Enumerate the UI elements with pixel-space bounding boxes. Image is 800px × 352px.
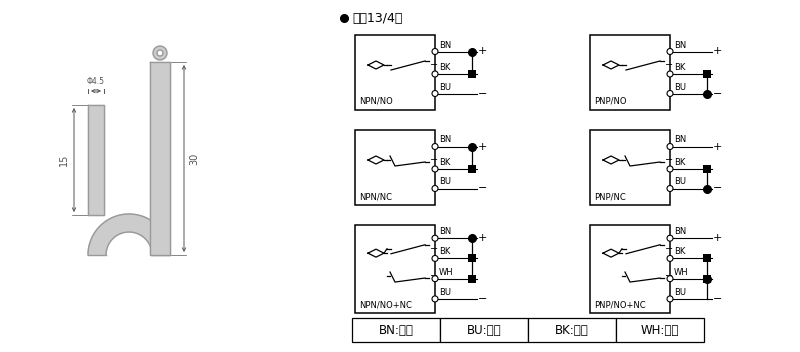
Circle shape: [667, 235, 673, 241]
Text: BU: BU: [439, 82, 451, 92]
Circle shape: [667, 256, 673, 262]
Circle shape: [432, 276, 438, 282]
Circle shape: [667, 144, 673, 150]
Text: PNP/NO+NC: PNP/NO+NC: [594, 300, 646, 309]
Text: −: −: [430, 155, 438, 165]
Text: BU: BU: [439, 177, 451, 187]
Text: −: −: [713, 294, 722, 304]
Circle shape: [667, 90, 673, 96]
Text: +: +: [713, 233, 722, 243]
Text: 30: 30: [189, 152, 199, 165]
Text: −: −: [430, 244, 438, 254]
Text: −: −: [478, 294, 487, 304]
Text: BN: BN: [439, 136, 451, 145]
Circle shape: [667, 186, 673, 191]
Text: −: −: [713, 88, 722, 99]
Bar: [355, 130, 435, 205]
Text: −: −: [665, 60, 673, 70]
Bar: [528, 318, 616, 342]
Circle shape: [432, 90, 438, 96]
Text: −: −: [665, 271, 673, 281]
Bar: [355, 35, 435, 110]
Text: BK: BK: [674, 247, 686, 257]
Circle shape: [667, 276, 673, 282]
Circle shape: [667, 166, 673, 172]
Circle shape: [667, 296, 673, 302]
Text: BK: BK: [674, 158, 686, 167]
Circle shape: [432, 296, 438, 302]
Polygon shape: [150, 62, 170, 255]
Circle shape: [432, 186, 438, 191]
Text: +: +: [478, 142, 487, 151]
Text: −: −: [430, 60, 438, 70]
Text: BK:黑色: BK:黑色: [555, 323, 589, 337]
Text: Φ4.5: Φ4.5: [87, 77, 105, 86]
Text: 15: 15: [59, 154, 69, 166]
Text: BU: BU: [674, 177, 686, 187]
Text: BK: BK: [439, 63, 450, 72]
Text: BN: BN: [674, 227, 686, 236]
Text: BK: BK: [439, 247, 450, 257]
Text: BN: BN: [439, 227, 451, 236]
Circle shape: [432, 256, 438, 262]
Text: BU: BU: [674, 288, 686, 297]
Circle shape: [667, 71, 673, 77]
Bar: [468, 165, 476, 173]
Polygon shape: [88, 105, 104, 215]
Bar: [703, 165, 711, 173]
Bar: [703, 70, 711, 78]
Circle shape: [157, 50, 163, 56]
Bar: [440, 318, 528, 342]
Bar: [468, 275, 476, 283]
Bar: [590, 130, 670, 205]
Text: PNP/NO: PNP/NO: [594, 97, 626, 106]
Text: BU: BU: [439, 288, 451, 297]
Bar: [703, 254, 711, 263]
Bar: [355, 225, 435, 313]
Text: WH: WH: [439, 268, 454, 277]
Bar: [352, 318, 440, 342]
Bar: [590, 35, 670, 110]
Text: BU:兰色: BU:兰色: [466, 323, 502, 337]
Text: −: −: [713, 183, 722, 194]
Text: BK: BK: [439, 158, 450, 167]
Text: BN: BN: [674, 40, 686, 50]
Circle shape: [667, 49, 673, 55]
Circle shape: [432, 49, 438, 55]
Circle shape: [432, 235, 438, 241]
Text: PNP/NC: PNP/NC: [594, 192, 626, 201]
Polygon shape: [88, 214, 170, 255]
Text: 直全13/4线: 直全13/4线: [352, 12, 402, 25]
Text: +: +: [713, 46, 722, 57]
Bar: [468, 70, 476, 78]
Text: WH:白色: WH:白色: [641, 323, 679, 337]
Bar: [468, 254, 476, 263]
Text: −: −: [478, 183, 487, 194]
Text: NPN/NC: NPN/NC: [359, 192, 392, 201]
Bar: [703, 275, 711, 283]
Circle shape: [153, 46, 167, 60]
Circle shape: [432, 144, 438, 150]
Text: +: +: [478, 233, 487, 243]
Text: −: −: [665, 155, 673, 165]
Text: −: −: [478, 88, 487, 99]
Text: BN:棕色: BN:棕色: [378, 323, 414, 337]
Text: −: −: [430, 271, 438, 281]
Text: WH: WH: [674, 268, 689, 277]
Text: −: −: [665, 244, 673, 254]
Text: +: +: [713, 142, 722, 151]
Circle shape: [432, 71, 438, 77]
Text: BK: BK: [674, 63, 686, 72]
Text: BU: BU: [674, 82, 686, 92]
Circle shape: [432, 166, 438, 172]
Bar: [590, 225, 670, 313]
Text: BN: BN: [674, 136, 686, 145]
Text: BN: BN: [439, 40, 451, 50]
Text: NPN/NO+NC: NPN/NO+NC: [359, 300, 412, 309]
Text: +: +: [478, 46, 487, 57]
Text: NPN/NO: NPN/NO: [359, 97, 393, 106]
Bar: [616, 318, 704, 342]
